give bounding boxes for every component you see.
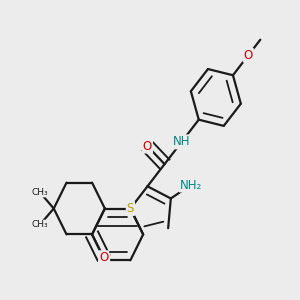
- Text: O: O: [143, 140, 152, 153]
- Text: CH₃: CH₃: [32, 188, 48, 196]
- Text: O: O: [99, 251, 108, 264]
- Text: NH₂: NH₂: [180, 178, 202, 191]
- Text: S: S: [127, 202, 134, 215]
- Text: CH₃: CH₃: [32, 220, 48, 230]
- Text: N: N: [100, 254, 109, 267]
- Text: O: O: [244, 49, 253, 62]
- Text: NH: NH: [173, 135, 190, 148]
